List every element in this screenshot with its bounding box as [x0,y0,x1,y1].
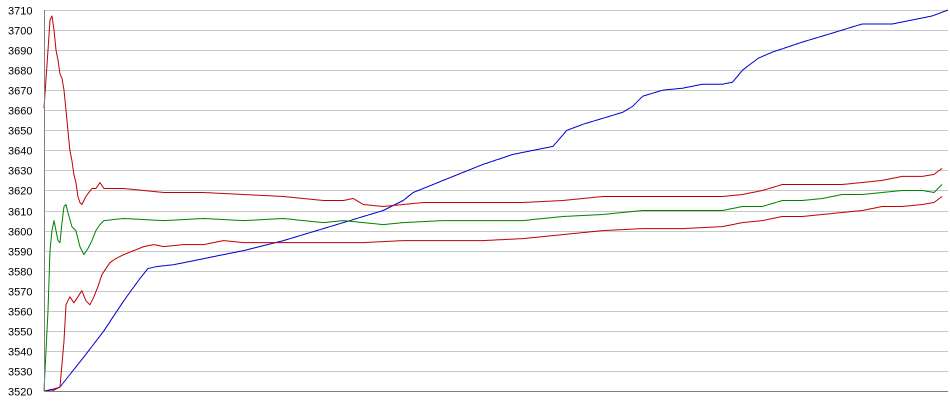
y-tick-label: 3630 [8,166,32,178]
y-tick-label: 3620 [8,186,32,198]
y-tick-label: 3590 [8,247,32,259]
y-tick-label: 3680 [8,66,32,78]
series-line-3 [43,15,943,207]
y-tick-label: 3690 [8,46,32,58]
series-line-1 [43,9,949,392]
y-tick-label: 3570 [8,287,32,299]
y-tick-label: 3520 [8,387,32,399]
y-tick-label: 3580 [8,267,32,279]
grid [44,10,948,392]
series-lines [43,9,949,392]
y-tick-label: 3610 [8,207,32,219]
y-tick-label: 3710 [8,6,32,18]
y-tick-label: 3540 [8,347,32,359]
series-line-2 [43,184,943,392]
y-tick-label: 3550 [8,327,32,339]
y-tick-label: 3640 [8,146,32,158]
y-tick-label: 3530 [8,367,32,379]
y-tick-label: 3560 [8,307,32,319]
y-tick-label: 3670 [8,86,32,98]
y-tick-label: 3650 [8,126,32,138]
y-tick-label: 3660 [8,106,32,118]
y-tick-label: 3700 [8,26,32,38]
y-tick-label: 3600 [8,227,32,239]
y-axis-ticks: 3520 3530 3540 3550 3560 3570 3580 3590 3600 3610… [8,6,32,399]
series-line-4 [44,196,943,392]
